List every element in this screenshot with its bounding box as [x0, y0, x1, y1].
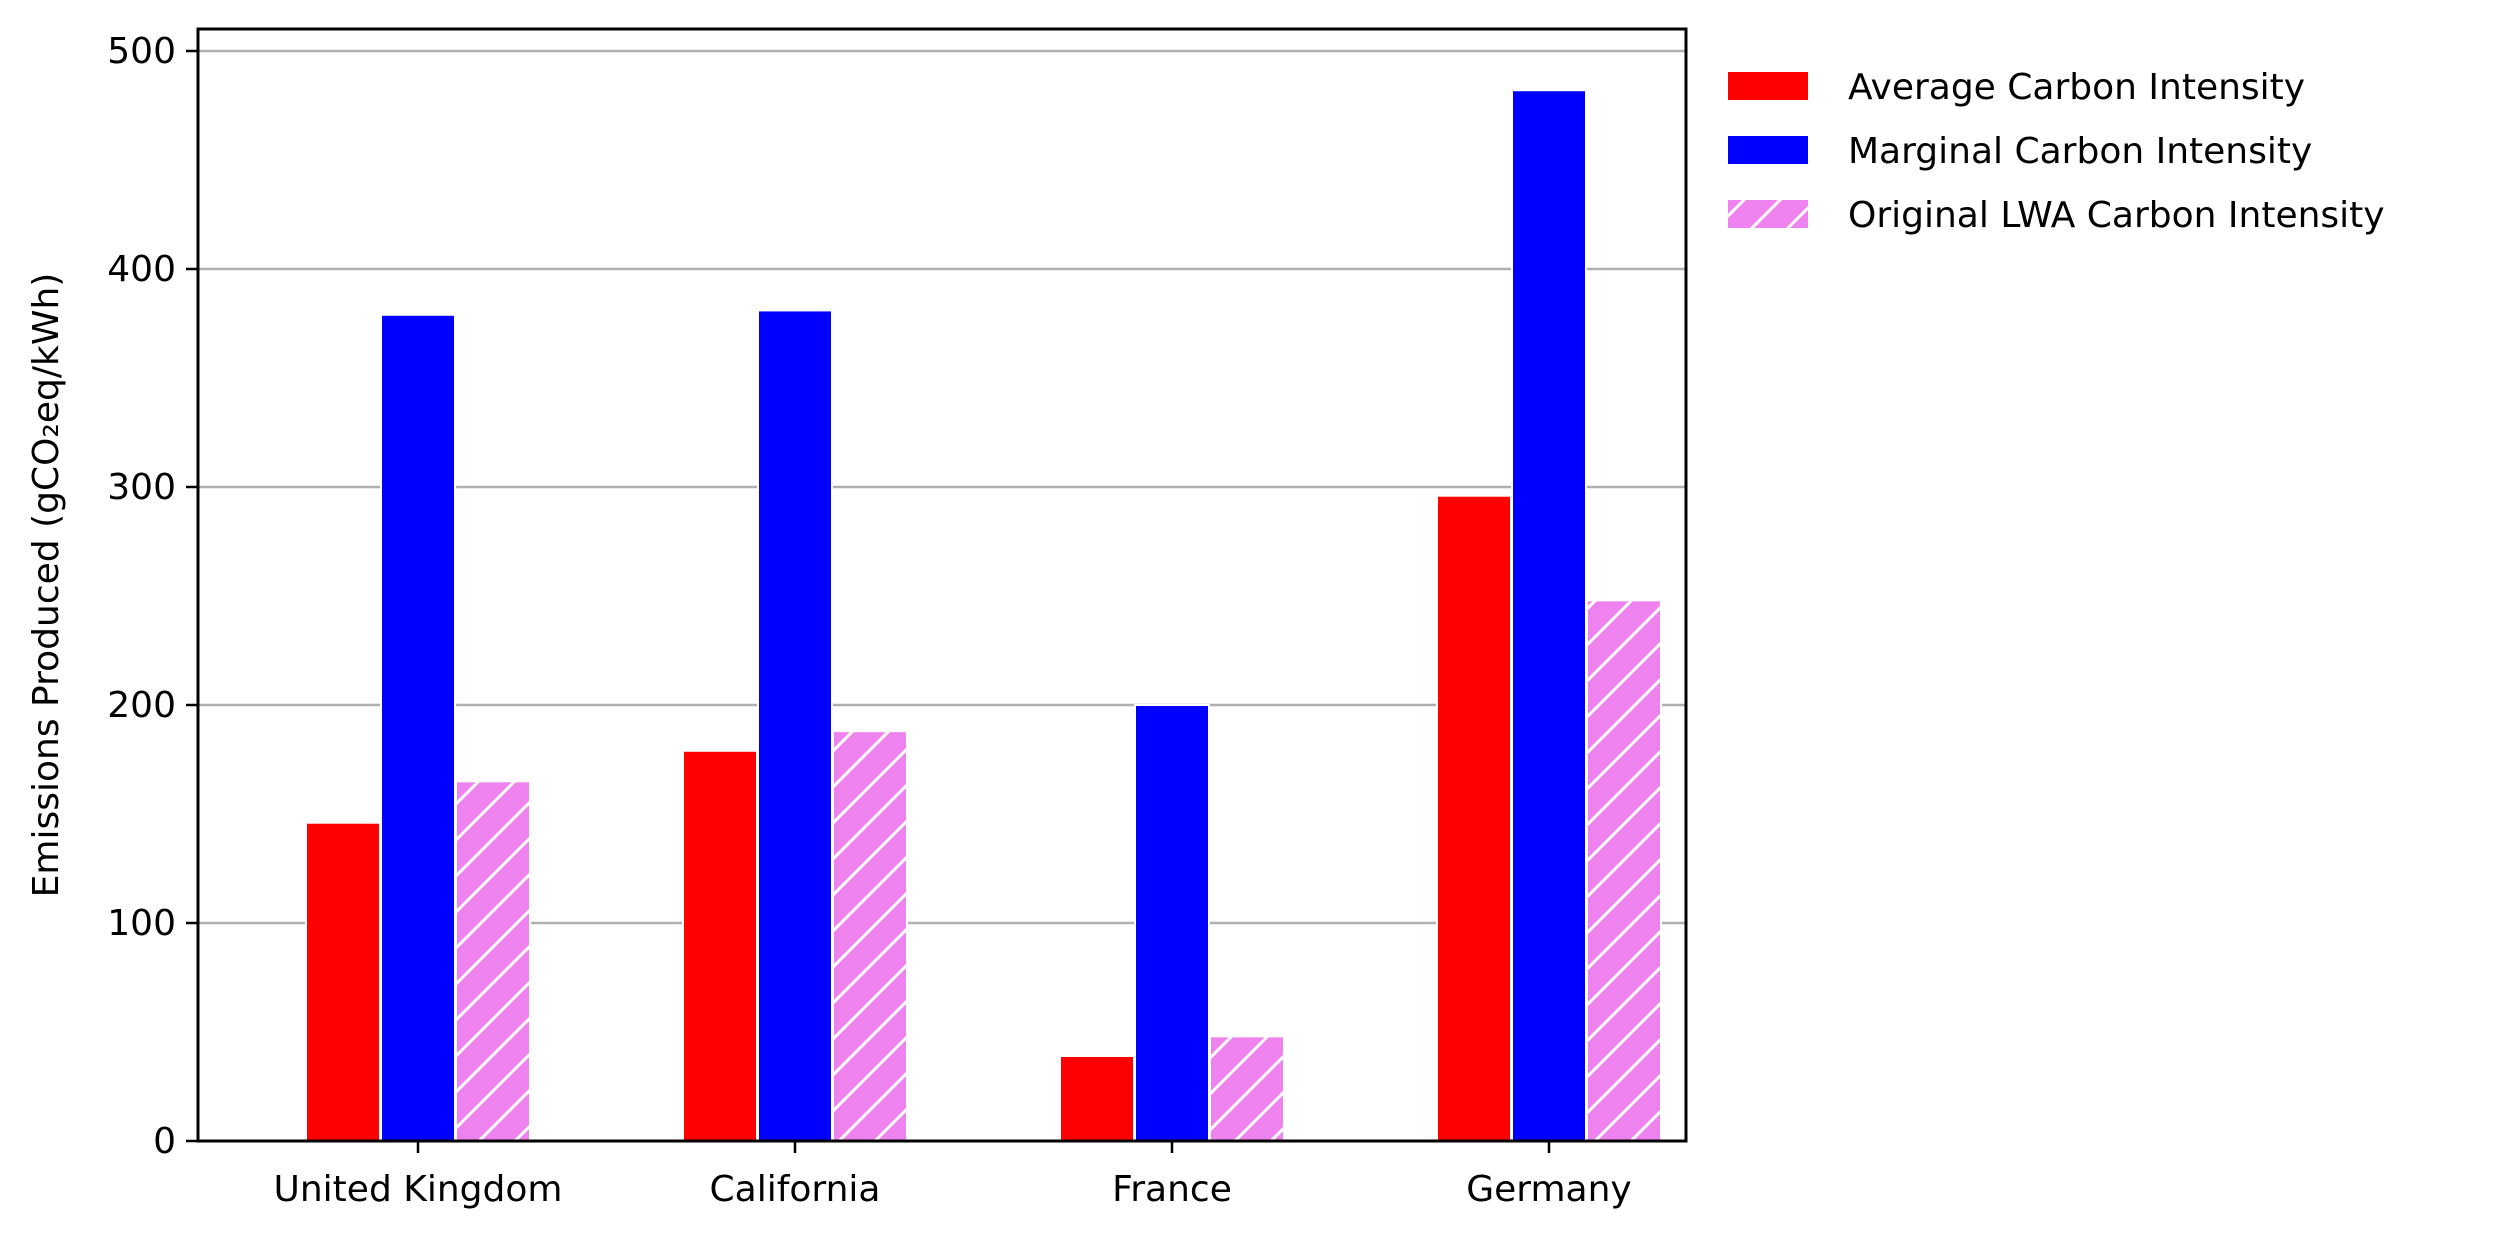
- bar-average-carbon-intensity-united-kingdom: [305, 821, 381, 1142]
- x-tick-label: Germany: [1466, 1169, 1631, 1210]
- bar-average-carbon-intensity-france: [1059, 1054, 1135, 1142]
- x-tick-label: California: [710, 1169, 881, 1210]
- bar-original-lwa-carbon-intensity-united-kingdom: [455, 780, 531, 1142]
- bar-original-lwa-carbon-intensity-germany: [1586, 599, 1662, 1142]
- legend-label: Marginal Carbon Intensity: [1848, 131, 2312, 172]
- legend-swatch: [1728, 136, 1808, 164]
- y-axis-label: Emissions Produced (gCO₂eq/kWh): [26, 273, 67, 898]
- x-tick-label: United Kingdom: [274, 1169, 563, 1210]
- legend-label: Average Carbon Intensity: [1848, 67, 2305, 108]
- bar-marginal-carbon-intensity-united-kingdom: [380, 313, 456, 1142]
- bar-marginal-carbon-intensity-france: [1134, 704, 1210, 1142]
- y-tick-label: 400: [107, 249, 176, 290]
- y-tick-label: 500: [107, 31, 176, 72]
- bar-original-lwa-carbon-intensity-france: [1209, 1035, 1285, 1142]
- bar-marginal-carbon-intensity-california: [757, 309, 833, 1143]
- legend: Average Carbon Intensity Marginal Carbon …: [1728, 67, 2385, 236]
- legend-swatch: [1728, 200, 1808, 228]
- bar-original-lwa-carbon-intensity-california: [832, 730, 908, 1142]
- y-tick-label: 300: [107, 467, 176, 508]
- x-axis: United Kingdom California France Germany: [274, 1141, 1632, 1210]
- y-tick-label: 0: [153, 1121, 176, 1162]
- x-tick-label: France: [1112, 1169, 1232, 1210]
- plot-frame: [196, 27, 1688, 1143]
- bar-average-carbon-intensity-germany: [1436, 494, 1512, 1143]
- bar-average-carbon-intensity-california: [682, 749, 758, 1143]
- bar-marginal-carbon-intensity-germany: [1511, 89, 1587, 1143]
- y-axis: 0 100 200 300 400 500: [107, 31, 198, 1162]
- bars-group: [305, 89, 1662, 1143]
- legend-swatch: [1728, 72, 1808, 100]
- legend-label: Original LWA Carbon Intensity: [1848, 195, 2385, 236]
- y-tick-label: 100: [107, 903, 176, 944]
- y-tick-label: 200: [107, 685, 176, 726]
